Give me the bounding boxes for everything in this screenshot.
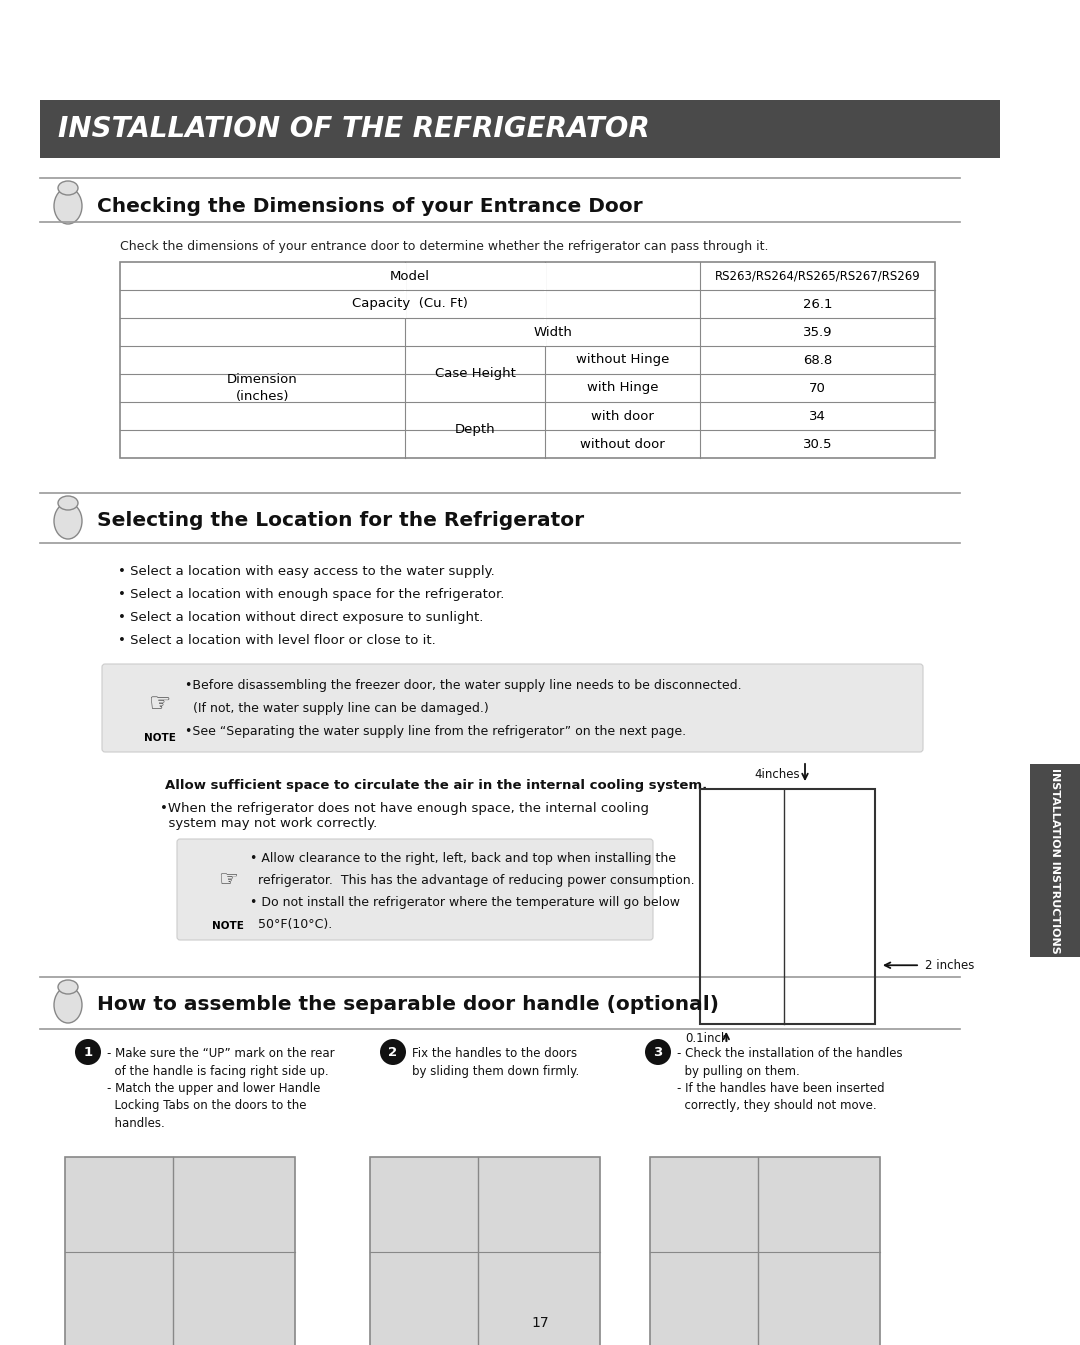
Text: 68.8: 68.8 (802, 354, 832, 366)
Bar (650, 1157, 880, 1345)
Text: 30.5: 30.5 (802, 437, 833, 451)
Ellipse shape (54, 188, 82, 225)
Text: 2: 2 (389, 1045, 397, 1059)
Text: 34: 34 (809, 409, 826, 422)
Text: - Make sure the “UP” mark on the rear
  of the handle is facing right side up.
-: - Make sure the “UP” mark on the rear of… (107, 1046, 335, 1130)
Text: 50°F(10°C).: 50°F(10°C). (249, 919, 333, 931)
Bar (544, 319, 546, 346)
Text: 2 inches: 2 inches (924, 959, 974, 971)
Text: 70: 70 (809, 382, 826, 394)
Text: RS263/RS264/RS265/RS267/RS269: RS263/RS264/RS265/RS267/RS269 (715, 269, 920, 282)
Text: NOTE: NOTE (144, 733, 176, 742)
Bar (544, 262, 546, 289)
Text: with Hinge: with Hinge (586, 382, 658, 394)
Text: •Before disassembling the freezer door, the water supply line needs to be discon: •Before disassembling the freezer door, … (185, 679, 742, 691)
Text: Model: Model (390, 269, 430, 282)
Text: Case Height: Case Height (434, 367, 515, 381)
Text: Depth: Depth (455, 424, 496, 437)
Text: - Check the installation of the handles
  by pulling on them.
- If the handles h: - Check the installation of the handles … (677, 1046, 903, 1112)
Text: INSTALLATION OF THE REFRIGERATOR: INSTALLATION OF THE REFRIGERATOR (58, 116, 650, 143)
Bar (404, 291, 406, 317)
Text: Dimension
(inches): Dimension (inches) (227, 373, 298, 404)
Ellipse shape (58, 182, 78, 195)
Bar (700, 790, 875, 1024)
Bar (1030, 764, 1080, 958)
Bar (544, 291, 546, 317)
Text: without Hinge: without Hinge (576, 354, 670, 366)
Text: • Allow clearance to the right, left, back and top when installing the: • Allow clearance to the right, left, ba… (249, 851, 676, 865)
Text: INSTALLATION INSTRUCTIONS: INSTALLATION INSTRUCTIONS (1050, 768, 1059, 954)
Text: Width: Width (534, 325, 572, 339)
Text: How to assemble the separable door handle (optional): How to assemble the separable door handl… (97, 995, 719, 1014)
Bar (404, 262, 406, 289)
Ellipse shape (54, 987, 82, 1024)
Bar (370, 1157, 600, 1345)
Text: Allow sufficient space to circulate the air in the internal cooling system.: Allow sufficient space to circulate the … (165, 779, 707, 792)
Text: • Do not install the refrigerator where the temperature will go below: • Do not install the refrigerator where … (249, 896, 680, 909)
Bar (40, 100, 1000, 157)
Ellipse shape (58, 981, 78, 994)
Text: Capacity  (Cu. Ft): Capacity (Cu. Ft) (352, 297, 468, 311)
Text: NOTE: NOTE (212, 921, 244, 931)
Text: without door: without door (580, 437, 665, 451)
Circle shape (380, 1038, 406, 1065)
Circle shape (75, 1038, 102, 1065)
Text: 1: 1 (83, 1045, 93, 1059)
Circle shape (645, 1038, 671, 1065)
Text: ☞: ☞ (218, 870, 238, 890)
Text: • Select a location with level floor or close to it.: • Select a location with level floor or … (118, 633, 435, 647)
Text: Fix the handles to the doors
by sliding them down firmly.: Fix the handles to the doors by sliding … (411, 1046, 579, 1077)
Ellipse shape (54, 503, 82, 539)
Bar (65, 1157, 295, 1345)
Text: refrigerator.  This has the advantage of reducing power consumption.: refrigerator. This has the advantage of … (249, 874, 694, 886)
Text: 26.1: 26.1 (802, 297, 833, 311)
Text: 17: 17 (531, 1315, 549, 1330)
FancyBboxPatch shape (102, 664, 923, 752)
Text: Checking the Dimensions of your Entrance Door: Checking the Dimensions of your Entrance… (97, 198, 643, 217)
Text: 4inches: 4inches (754, 768, 800, 780)
Text: 3: 3 (653, 1045, 663, 1059)
Bar (120, 262, 935, 459)
Text: with door: with door (591, 409, 653, 422)
Ellipse shape (58, 496, 78, 510)
Text: •When the refrigerator does not have enough space, the internal cooling
  system: •When the refrigerator does not have eno… (160, 802, 649, 830)
Text: Check the dimensions of your entrance door to determine whether the refrigerator: Check the dimensions of your entrance do… (120, 239, 769, 253)
Text: • Select a location with easy access to the water supply.: • Select a location with easy access to … (118, 565, 495, 578)
Text: 35.9: 35.9 (802, 325, 833, 339)
Text: • Select a location without direct exposure to sunlight.: • Select a location without direct expos… (118, 611, 484, 624)
Text: •See “Separating the water supply line from the refrigerator” on the next page.: •See “Separating the water supply line f… (185, 725, 686, 738)
Text: ☞: ☞ (149, 691, 172, 716)
Text: (If not, the water supply line can be damaged.): (If not, the water supply line can be da… (185, 702, 489, 716)
Text: • Select a location with enough space for the refrigerator.: • Select a location with enough space fo… (118, 588, 504, 601)
Text: 0.1inch: 0.1inch (685, 1033, 728, 1045)
Text: Selecting the Location for the Refrigerator: Selecting the Location for the Refrigera… (97, 511, 584, 530)
FancyBboxPatch shape (177, 839, 653, 940)
